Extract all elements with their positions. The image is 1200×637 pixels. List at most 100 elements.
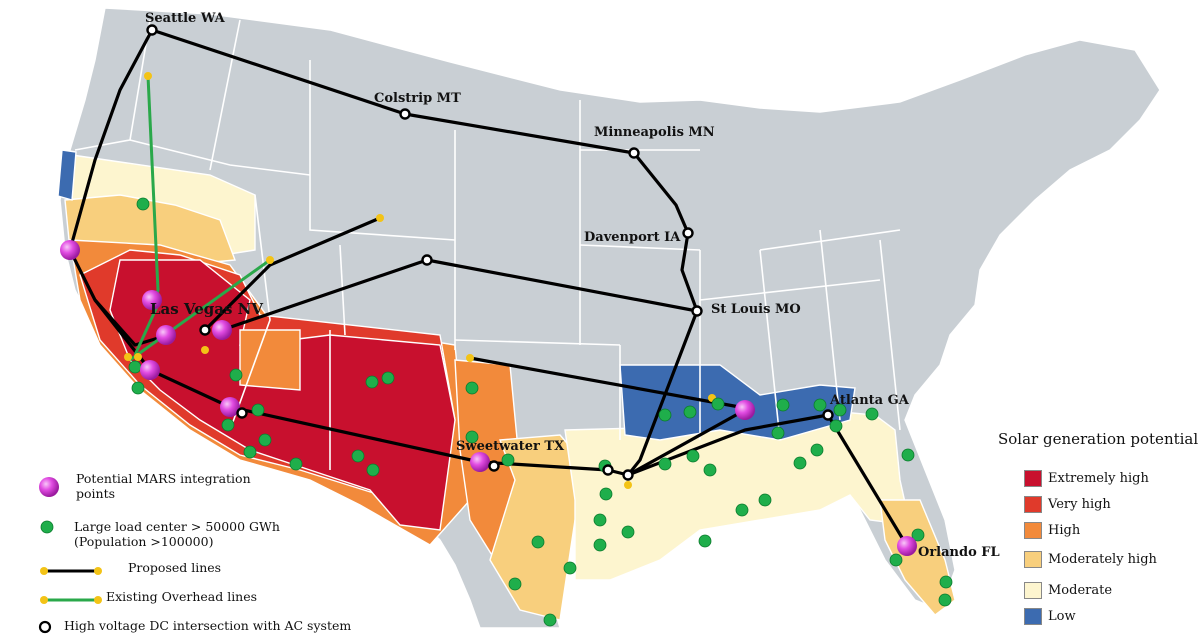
load-centers [128, 197, 953, 627]
node [124, 353, 132, 361]
hvdc-node [488, 460, 500, 472]
load-center [683, 405, 697, 419]
load-center [711, 397, 725, 411]
load-center [758, 493, 772, 507]
hvdc-node [602, 464, 614, 476]
label-las-vegas: Las Vegas NV [150, 300, 263, 318]
hvdc-node [399, 108, 411, 120]
load-center [593, 538, 607, 552]
node [624, 481, 632, 489]
label-orlando: Orlando FL [918, 545, 1000, 560]
load-center [258, 433, 272, 447]
load-center [136, 197, 150, 211]
load-center [810, 443, 824, 457]
mars-point [60, 240, 80, 260]
load-center [658, 457, 672, 471]
load-center [813, 398, 827, 412]
load-center [793, 456, 807, 470]
legend-mars-text: Potential MARS integration points [76, 471, 251, 501]
load-center [465, 381, 479, 395]
node [376, 214, 384, 222]
load-center [465, 430, 479, 444]
line-colstrip-minneapolis [404, 112, 635, 155]
load-center [939, 575, 953, 589]
line-lv-wy [203, 216, 381, 332]
legend-solar-title: Solar generation potential [998, 430, 1199, 448]
legend-proposed-text: Proposed lines [128, 560, 222, 575]
load-center [543, 613, 557, 627]
legend-item-label: Low [1048, 609, 1076, 624]
legend-item-label: Moderately high [1048, 552, 1157, 567]
load-center [508, 577, 522, 591]
legend-load-text: Large load center > 50000 GWh (Populatio… [74, 519, 280, 549]
line-lake-ms [627, 408, 746, 477]
legend-item-label: Extremely high [1048, 471, 1149, 486]
label-atlanta: Atlanta GA [829, 393, 910, 408]
legend-existing-text: Existing Overhead lines [106, 589, 258, 604]
label-davenport: Davenport IA [584, 230, 681, 245]
mars-point [220, 397, 240, 417]
line-az-sweetwater [229, 405, 481, 464]
node [201, 346, 209, 354]
load-center [593, 513, 607, 527]
load-center [563, 561, 577, 575]
load-center [686, 449, 700, 463]
line-seattle-ca [68, 29, 154, 251]
mars-point [897, 536, 917, 556]
node [466, 354, 474, 362]
hvdc-node [822, 409, 834, 421]
line-atlanta-orlando [826, 414, 909, 547]
load-center [501, 453, 515, 467]
legend-proposed-row [40, 564, 104, 579]
mars-point [212, 320, 232, 340]
node [144, 72, 152, 80]
load-center [833, 403, 847, 417]
hvdc-node [691, 305, 703, 317]
load-center [776, 398, 790, 412]
zone-high-nm [239, 329, 301, 391]
line-seattle-colstrip [151, 28, 406, 116]
line-ok-ms [469, 356, 746, 410]
mars-point [156, 325, 176, 345]
label-st-louis: St Louis MO [711, 302, 801, 317]
load-center [901, 448, 915, 462]
line-ca-southeast [68, 249, 231, 409]
load-center [128, 360, 142, 374]
legend-mars-icon [39, 477, 59, 497]
line-nodes [124, 72, 716, 489]
node [134, 353, 142, 361]
legend-existing-row [40, 593, 104, 608]
legend-item-label: High [1048, 523, 1081, 538]
load-center [366, 463, 380, 477]
hvdc-node [146, 24, 158, 36]
load-center [599, 487, 613, 501]
load-center [865, 407, 879, 421]
load-center [221, 418, 235, 432]
load-center [735, 503, 749, 517]
legend-load-row [40, 520, 54, 537]
legend-load-icon [40, 520, 54, 534]
load-center [698, 534, 712, 548]
swatch-very-high [1024, 496, 1042, 513]
legend-proposed-icon [40, 567, 102, 575]
label-sweetwater: Sweetwater TX [456, 439, 565, 454]
swatch-moderately-high [1024, 551, 1042, 568]
mars-point [470, 452, 490, 472]
hvdc-node [682, 227, 694, 239]
load-center [289, 457, 303, 471]
load-center [829, 419, 843, 433]
line-west-la [93, 298, 166, 347]
legend-mars-row [38, 476, 60, 501]
load-center [365, 375, 379, 389]
load-center [531, 535, 545, 549]
hvdc-node [199, 324, 211, 336]
load-center [938, 593, 952, 607]
load-center [381, 371, 395, 385]
legend-hvdc-icon [38, 620, 52, 634]
hvdc-nodes [146, 24, 834, 481]
load-center [889, 553, 903, 567]
load-center [911, 528, 925, 542]
legend-hvdc-text: High voltage DC intersection with AC sys… [64, 618, 352, 633]
load-center [703, 463, 717, 477]
